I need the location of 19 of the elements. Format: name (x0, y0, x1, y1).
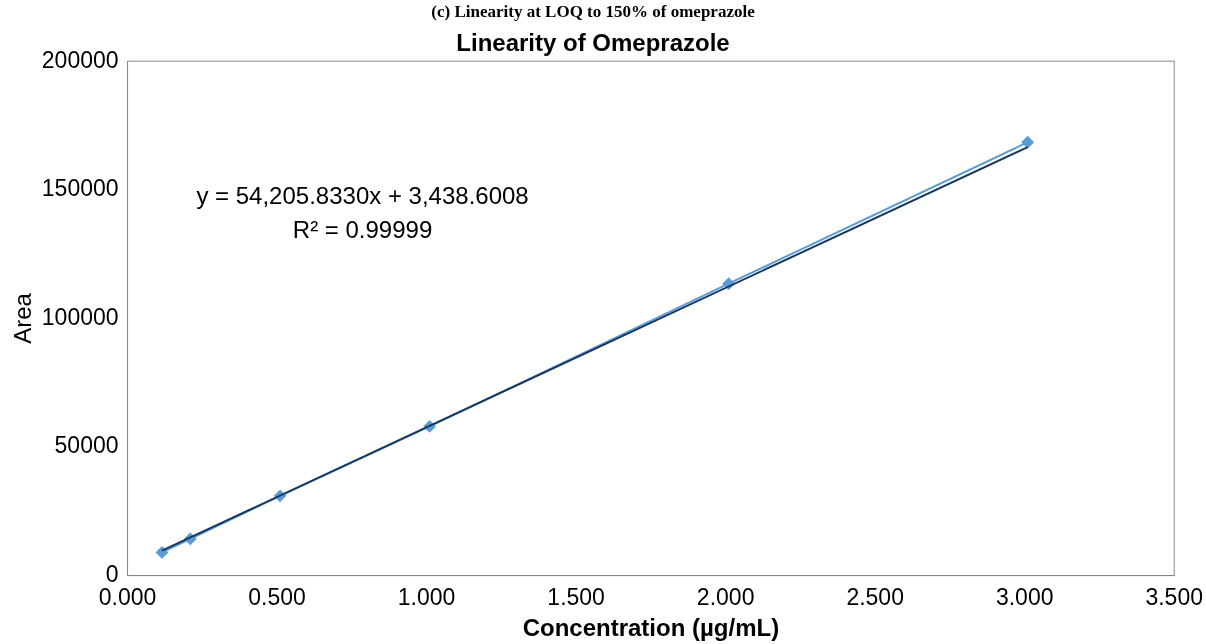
annotation: y = 54,205.8330x + 3,438.6008 (196, 182, 529, 210)
y-tick-label: 200000 (41, 46, 119, 73)
annotation: R² = 0.99999 (292, 216, 433, 244)
y-tick-label: 50000 (54, 432, 119, 459)
x-tick-label: 2.500 (846, 583, 904, 610)
x-tick-label: 1.000 (397, 583, 456, 610)
chart-subtitle: Linearity of Omeprazole (456, 29, 730, 57)
x-axis-title: Concentration (µg/mL) (522, 614, 780, 642)
x-tick-label: 1.500 (547, 583, 605, 610)
x-tick-label: 0.500 (248, 583, 306, 610)
y-axis-title: Area (9, 292, 37, 344)
y-tick-label: 100000 (41, 303, 119, 330)
chart-title: (c) Linearity at LOQ to 150% of omeprazole (431, 1, 756, 21)
x-tick-label: 3.500 (1145, 583, 1203, 610)
y-tick-label: 150000 (41, 175, 119, 202)
point (1021, 136, 1034, 149)
point (155, 546, 168, 559)
x-tick-label: 3.000 (995, 583, 1054, 610)
x-tick-label: 2.000 (696, 583, 755, 610)
